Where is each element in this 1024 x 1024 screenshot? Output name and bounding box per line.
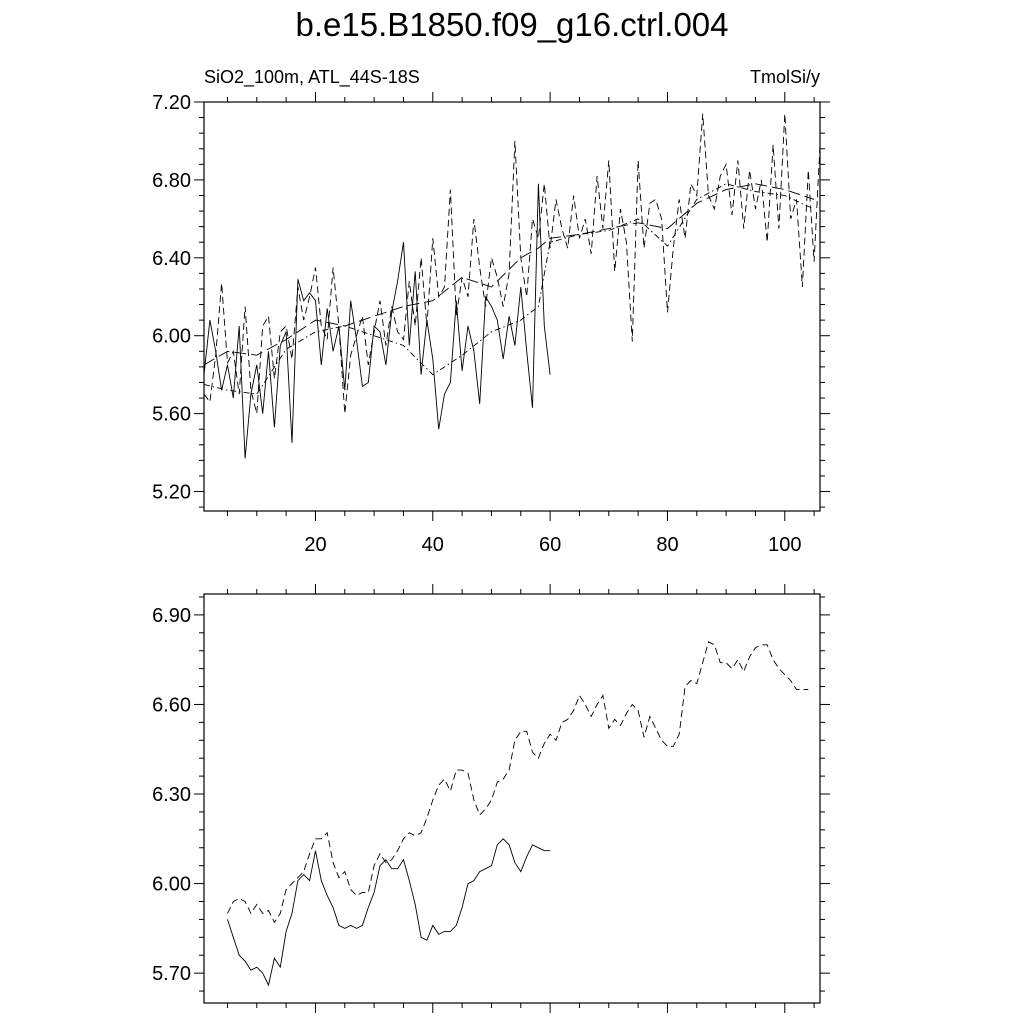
top-plot-frame: [203, 101, 821, 512]
bottom-ytick-label: 6.90: [152, 605, 191, 627]
top-xtick-label: 80: [656, 534, 678, 556]
bottom-ytick-label: 6.30: [152, 784, 191, 806]
top-series-solid-line: [203, 183, 551, 459]
bottom-ytick-label: 6.00: [152, 874, 191, 896]
bottom-series-solid-line: [227, 838, 551, 987]
top-ytick-label: 6.80: [152, 170, 191, 192]
top-ytick-label: 6.40: [152, 248, 191, 270]
bottom-plot-frame: [203, 593, 821, 1004]
bottom-ytick-label: 5.70: [152, 963, 191, 985]
top-series-dashed-line: [203, 113, 821, 414]
top-series-dash-dot-line: [203, 183, 815, 395]
bottom-series-dashed-line: [227, 641, 809, 924]
top-chart-subtitle-right: TmolSi/y: [750, 67, 820, 87]
top-xtick-label: 100: [768, 534, 801, 556]
top-ytick-label: 6.00: [152, 326, 191, 348]
top-chart-subtitle-left: SiO2_100m, ATL_44S-18S: [204, 67, 420, 88]
top-ticks-group: 5.20 5.60 6.00 6.40 6.80 7.20 20 40 60 80 100: [152, 92, 830, 556]
top-xtick-label: 60: [539, 534, 561, 556]
bottom-ticks-group: 5.70 6.00 6.30 6.60 6.90: [152, 584, 830, 1013]
figure-title: b.e15.B1850.f09_g16.ctrl.004: [295, 6, 728, 43]
bottom-chart-panel: 5.70 6.00 6.30 6.60 6.90: [152, 584, 830, 1013]
top-xtick-label: 40: [422, 534, 444, 556]
top-xtick-label: 20: [304, 534, 326, 556]
top-series-group: [203, 113, 821, 459]
bottom-series-group: [227, 641, 809, 987]
top-chart-panel: SiO2_100m, ATL_44S-18S TmolSi/y 5.20 5.60…: [152, 67, 830, 556]
top-series-long-dash-line: [203, 183, 815, 366]
top-ytick-label: 7.20: [152, 92, 191, 114]
top-ytick-label: 5.20: [152, 482, 191, 504]
bottom-ytick-label: 6.60: [152, 694, 191, 716]
top-ytick-label: 5.60: [152, 404, 191, 426]
